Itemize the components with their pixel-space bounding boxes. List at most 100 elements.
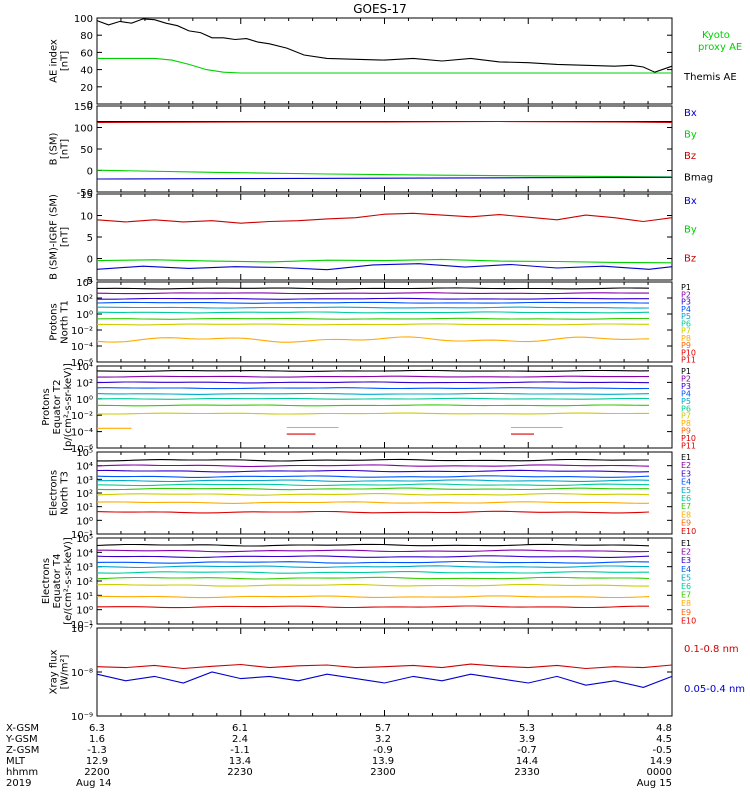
y-tick-label: 10⁻⁴: [71, 342, 93, 353]
flux-line: [97, 549, 650, 553]
legend-entry: Themis AE: [683, 72, 737, 83]
legend-entry: P1: [681, 367, 691, 376]
y-tick-label: 10⁰: [76, 310, 93, 321]
flux-line: [96, 510, 650, 514]
series-line: [96, 258, 673, 264]
y-tick-label: 10⁰: [76, 395, 93, 406]
y-tick-label: 10⁻⁶: [71, 358, 93, 369]
legend-entry: E3: [681, 556, 691, 565]
flux-line: [96, 583, 649, 587]
y-tick-label: 10⁵: [76, 534, 93, 545]
legend-entry: 0.05-0.4 nm: [684, 684, 745, 695]
y-tick-label: 10⁻²: [71, 326, 93, 337]
footer-value: 2200: [84, 767, 109, 778]
flux-line: [97, 306, 650, 309]
legend-entry: P8: [681, 419, 691, 428]
y-axis-label: [nT]: [60, 51, 71, 71]
legend-entry: E9: [681, 608, 691, 617]
y-tick-label: -50: [77, 188, 93, 199]
panel-frame: [96, 627, 673, 717]
legend-entry: Bmag: [684, 173, 713, 184]
flux-line: [96, 543, 650, 547]
legend-entry: P6: [681, 404, 691, 413]
y-axis-label: Equator T4: [52, 554, 63, 609]
footer-row-label: MLT: [6, 756, 26, 767]
y-axis-label: AE index: [49, 39, 60, 83]
y-axis-label: Xray flux: [49, 650, 60, 695]
footer-row-label: hhmm: [6, 767, 38, 778]
flux-line: [96, 381, 650, 384]
y-tick-label: -5: [83, 276, 93, 287]
footer-value: 3.9: [519, 734, 535, 745]
flux-line: [97, 397, 650, 400]
footer-value: Aug 14: [76, 778, 111, 789]
flux-line: [96, 595, 650, 599]
y-tick-label: 10²: [76, 577, 93, 588]
legend-entry: P3: [681, 298, 691, 307]
flux-line: [96, 493, 650, 496]
flux-line: [96, 292, 649, 295]
legend-entry: P3: [681, 382, 691, 391]
flux-line: [96, 576, 650, 580]
series-line: [96, 120, 673, 123]
series-line: [96, 169, 673, 178]
footer-value: 6.3: [89, 723, 105, 734]
plot-title: GOES-17: [353, 2, 407, 16]
flux-line: [96, 387, 650, 390]
legend-entry: P8: [681, 334, 691, 343]
flux-line: [96, 487, 649, 491]
y-axis-label: [p/(cm²-s-sr-keV)]: [63, 363, 74, 451]
panel-xray: 10⁻⁹ 10⁻⁸ 10⁻⁷ Xray flux [W/m²] 0.1-0.8 nm 0.0…: [49, 624, 746, 723]
y-axis-label: North T3: [60, 471, 71, 515]
y-tick-label: 20: [80, 83, 93, 94]
footer-row-label: X-GSM: [6, 723, 39, 734]
flux-line: [97, 297, 649, 300]
y-tick-label: 0: [87, 255, 93, 266]
flux-line: [96, 555, 650, 559]
legend-entry: Bz: [684, 151, 696, 162]
y-tick-label: 10⁴: [76, 278, 93, 289]
footer-value: 6.1: [232, 723, 248, 734]
y-tick-label: 60: [80, 48, 93, 59]
series-line: [96, 663, 673, 670]
legend-entry: E4: [681, 565, 691, 574]
footer-row-label: Z-GSM: [6, 745, 39, 756]
legend-entry: E2: [681, 548, 691, 557]
y-axis-label: Electrons: [41, 558, 52, 604]
flux-line: [96, 501, 649, 504]
footer-value: 2300: [370, 767, 395, 778]
legend-entry: P10: [681, 348, 696, 357]
legend-entry: E2: [681, 461, 691, 470]
footer-value: 1.6: [89, 734, 105, 745]
y-axis-label: Electrons: [49, 470, 60, 516]
legend-entry: E5: [681, 486, 691, 495]
footer-value: 2.4: [232, 734, 248, 745]
y-tick-label: 10⁰: [76, 516, 93, 527]
y-tick-label: 10³: [76, 475, 93, 486]
legend-entry: P7: [681, 412, 691, 421]
legend-entry: Bx: [684, 196, 697, 207]
legend-entry: E7: [681, 502, 691, 511]
legend-entry: P9: [681, 427, 691, 436]
footer-value: -0.5: [652, 745, 672, 756]
series-line: [97, 57, 672, 74]
y-tick-label: 0: [87, 167, 93, 178]
footer-value: 14.9: [650, 756, 672, 767]
flux-line: [96, 571, 649, 574]
y-tick-label: 10³: [76, 563, 93, 574]
flux-line: [96, 412, 649, 415]
flux-line: [96, 369, 650, 372]
legend-entry: E6: [681, 494, 691, 503]
legend-entry: P7: [681, 327, 691, 336]
y-tick-label: 10⁵: [76, 448, 93, 459]
y-tick-label: 10²: [76, 378, 93, 389]
legend-entry: E8: [681, 510, 691, 519]
panel-frame: [96, 451, 673, 535]
legend-entry: E7: [681, 591, 691, 600]
y-axis-label: [W/m²]: [60, 654, 71, 689]
y-tick-label: 150: [74, 102, 93, 113]
